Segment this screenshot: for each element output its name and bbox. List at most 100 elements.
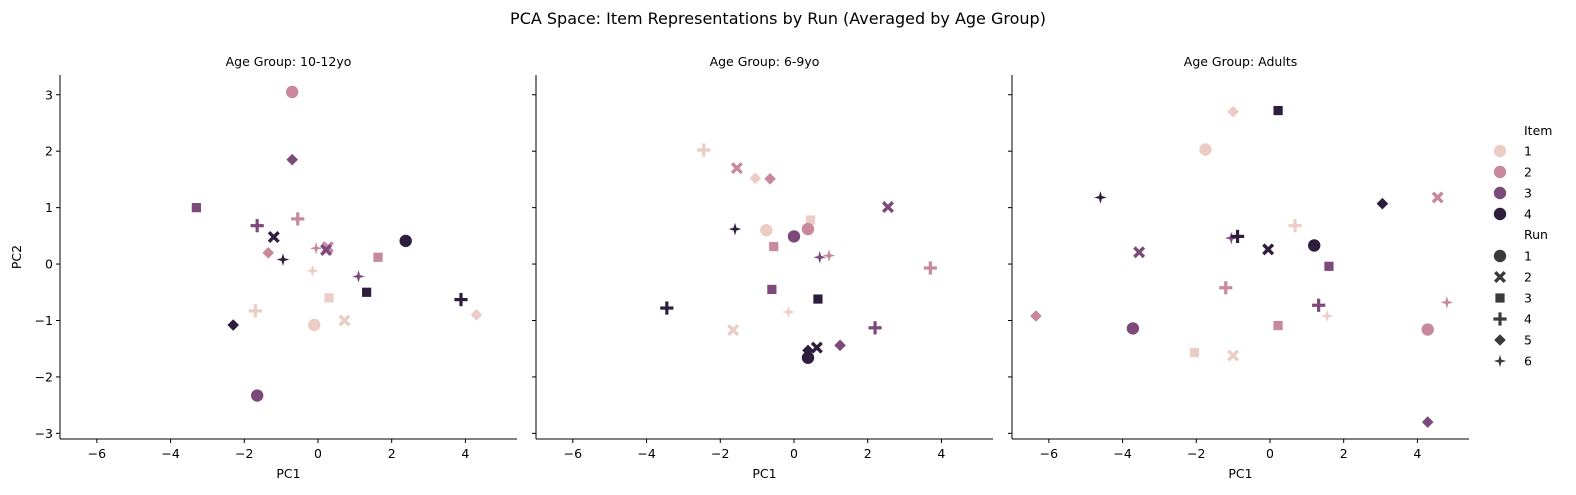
x-tick-label: 0 [314,446,322,461]
point-item2-run2 [730,162,743,175]
x-tick-label: −2 [1187,446,1205,461]
point-item2-run4 [1219,281,1233,295]
legend-run-1-marker [1493,249,1507,263]
point-item1-run2 [1227,349,1240,362]
point-item4-run4 [454,293,468,307]
legend-run-1-label: 1 [1524,249,1532,264]
x-tick-label: −6 [1040,446,1058,461]
legend-run-6-marker [1493,354,1507,368]
panel-title: Age Group: 10-12yo [226,54,352,69]
legend-run-2-marker [1493,270,1507,284]
point-item3-run2 [881,201,894,214]
x-axis-label: PC1 [752,466,776,481]
point-item1-run1 [1199,143,1212,156]
x-tick-label: 2 [1340,446,1348,461]
point-item4-run2 [1262,243,1275,256]
point-item2-run1 [1421,323,1434,336]
point-item2-run1 [285,85,299,99]
legend-item-1-marker [1493,144,1507,158]
legend-run-title: Run [1524,227,1548,242]
legend-item-1-label: 1 [1524,144,1532,159]
point-item4-run5 [802,344,814,357]
point-item1-run6 [306,264,319,278]
x-axis-label: PC1 [276,466,300,481]
x-tick-label: −6 [88,446,106,461]
point-item3-run4 [250,219,264,233]
point-item4-run1 [399,234,412,248]
legend-item-3-label: 3 [1524,186,1532,201]
y-tick-label: −3 [35,426,53,441]
x-tick-label: 0 [790,446,798,461]
y-axis-label: PC2 [9,245,24,269]
y-tick-label: 3 [45,87,53,102]
x-tick-label: −2 [235,446,253,461]
x-tick-label: 0 [1266,446,1274,461]
point-item1-run2 [727,324,740,337]
point-item4-run4 [660,301,674,315]
point-item1-run6 [782,305,795,319]
x-tick-label: 2 [388,446,396,461]
point-item3-run3 [767,284,777,295]
panel-3: Age Group: Adults −6 −4 −2 0 2 4 PC1 [1008,54,1469,481]
x-tick-label: 4 [1413,446,1421,461]
point-item4-run1 [801,351,815,364]
legend-item-title: Item [1524,123,1552,138]
point-item3-run1 [1126,322,1140,335]
point-item4-run3 [362,287,372,297]
legend-run-3-marker [1495,293,1505,303]
legend-item-4-marker [1493,207,1507,221]
legend-item-4-label: 4 [1524,207,1532,222]
legend-run-3-label: 3 [1524,291,1532,306]
x-tick-label: −6 [564,446,582,461]
y-tick-label: −1 [35,313,53,328]
point-item2-run2 [1431,191,1444,204]
x-tick-label: −2 [711,446,729,461]
panel-title: Age Group: Adults [1184,54,1297,69]
point-item1-run1 [760,223,773,237]
legend-item-3-marker [1493,186,1507,200]
panel-2: Age Group: 6-9yo −6 −4 −2 0 2 4 PC1 [532,54,993,481]
point-item3-run1 [250,389,264,402]
legend-run-5-label: 5 [1524,333,1532,348]
point-item2-run3 [1273,320,1283,331]
point-item2-run5 [262,246,275,259]
point-item1-run3 [324,293,334,303]
point-item3-run4 [868,321,882,335]
point-item4-run2 [267,230,280,243]
panel-1: Age Group: 10-12yo −6 −4 −2 0 2 4 3 2 1 0 −1 −2 −3 PC1… [9,54,517,481]
legend-item-2-label: 2 [1524,165,1532,180]
y-tick-label: 1 [45,200,53,215]
point-item2-run6 [309,241,323,255]
point-item4-run1 [1308,239,1321,252]
point-item2-run4 [291,212,305,226]
point-item1-run5 [470,309,483,321]
panels: Age Group: 10-12yo −6 −4 −2 0 2 4 3 2 1 0 −1 −2 −3 PC1… [9,54,1469,481]
point-item1-run3 [1189,348,1200,358]
point-item1-run5 [1227,105,1239,118]
y-tick-label: 0 [45,257,53,272]
point-item4-run3 [1273,105,1283,116]
point-item2-run3 [373,252,383,262]
point-item1-run1 [308,318,321,332]
point-item1-run5 [749,172,762,185]
point-item3-run3 [191,203,201,213]
point-item2-run6 [1440,296,1454,309]
point-item4-run5 [1376,197,1389,210]
point-item3-run6 [1224,231,1238,245]
point-item1-run4 [697,143,711,157]
legend-run-2-label: 2 [1524,270,1532,285]
legend-run-4-label: 4 [1524,312,1532,327]
point-item3-run5 [834,339,846,352]
point-item3-run2 [1133,246,1146,259]
point-item1-run2 [338,314,351,327]
legend-run-4-marker [1493,312,1507,326]
x-tick-label: −4 [161,446,179,461]
chart-title: PCA Space: Item Representations by Run (… [510,9,1046,28]
point-item2-run5 [764,173,776,185]
legend: Item 1 2 3 4 Run 1 2 3 4 5 6 [1493,123,1552,369]
point-item4-run3 [813,294,823,304]
point-item1-run4 [248,304,262,318]
point-item3-run3 [1324,261,1334,271]
x-axis-label: PC1 [1228,466,1252,481]
point-item2-run3 [769,241,779,252]
